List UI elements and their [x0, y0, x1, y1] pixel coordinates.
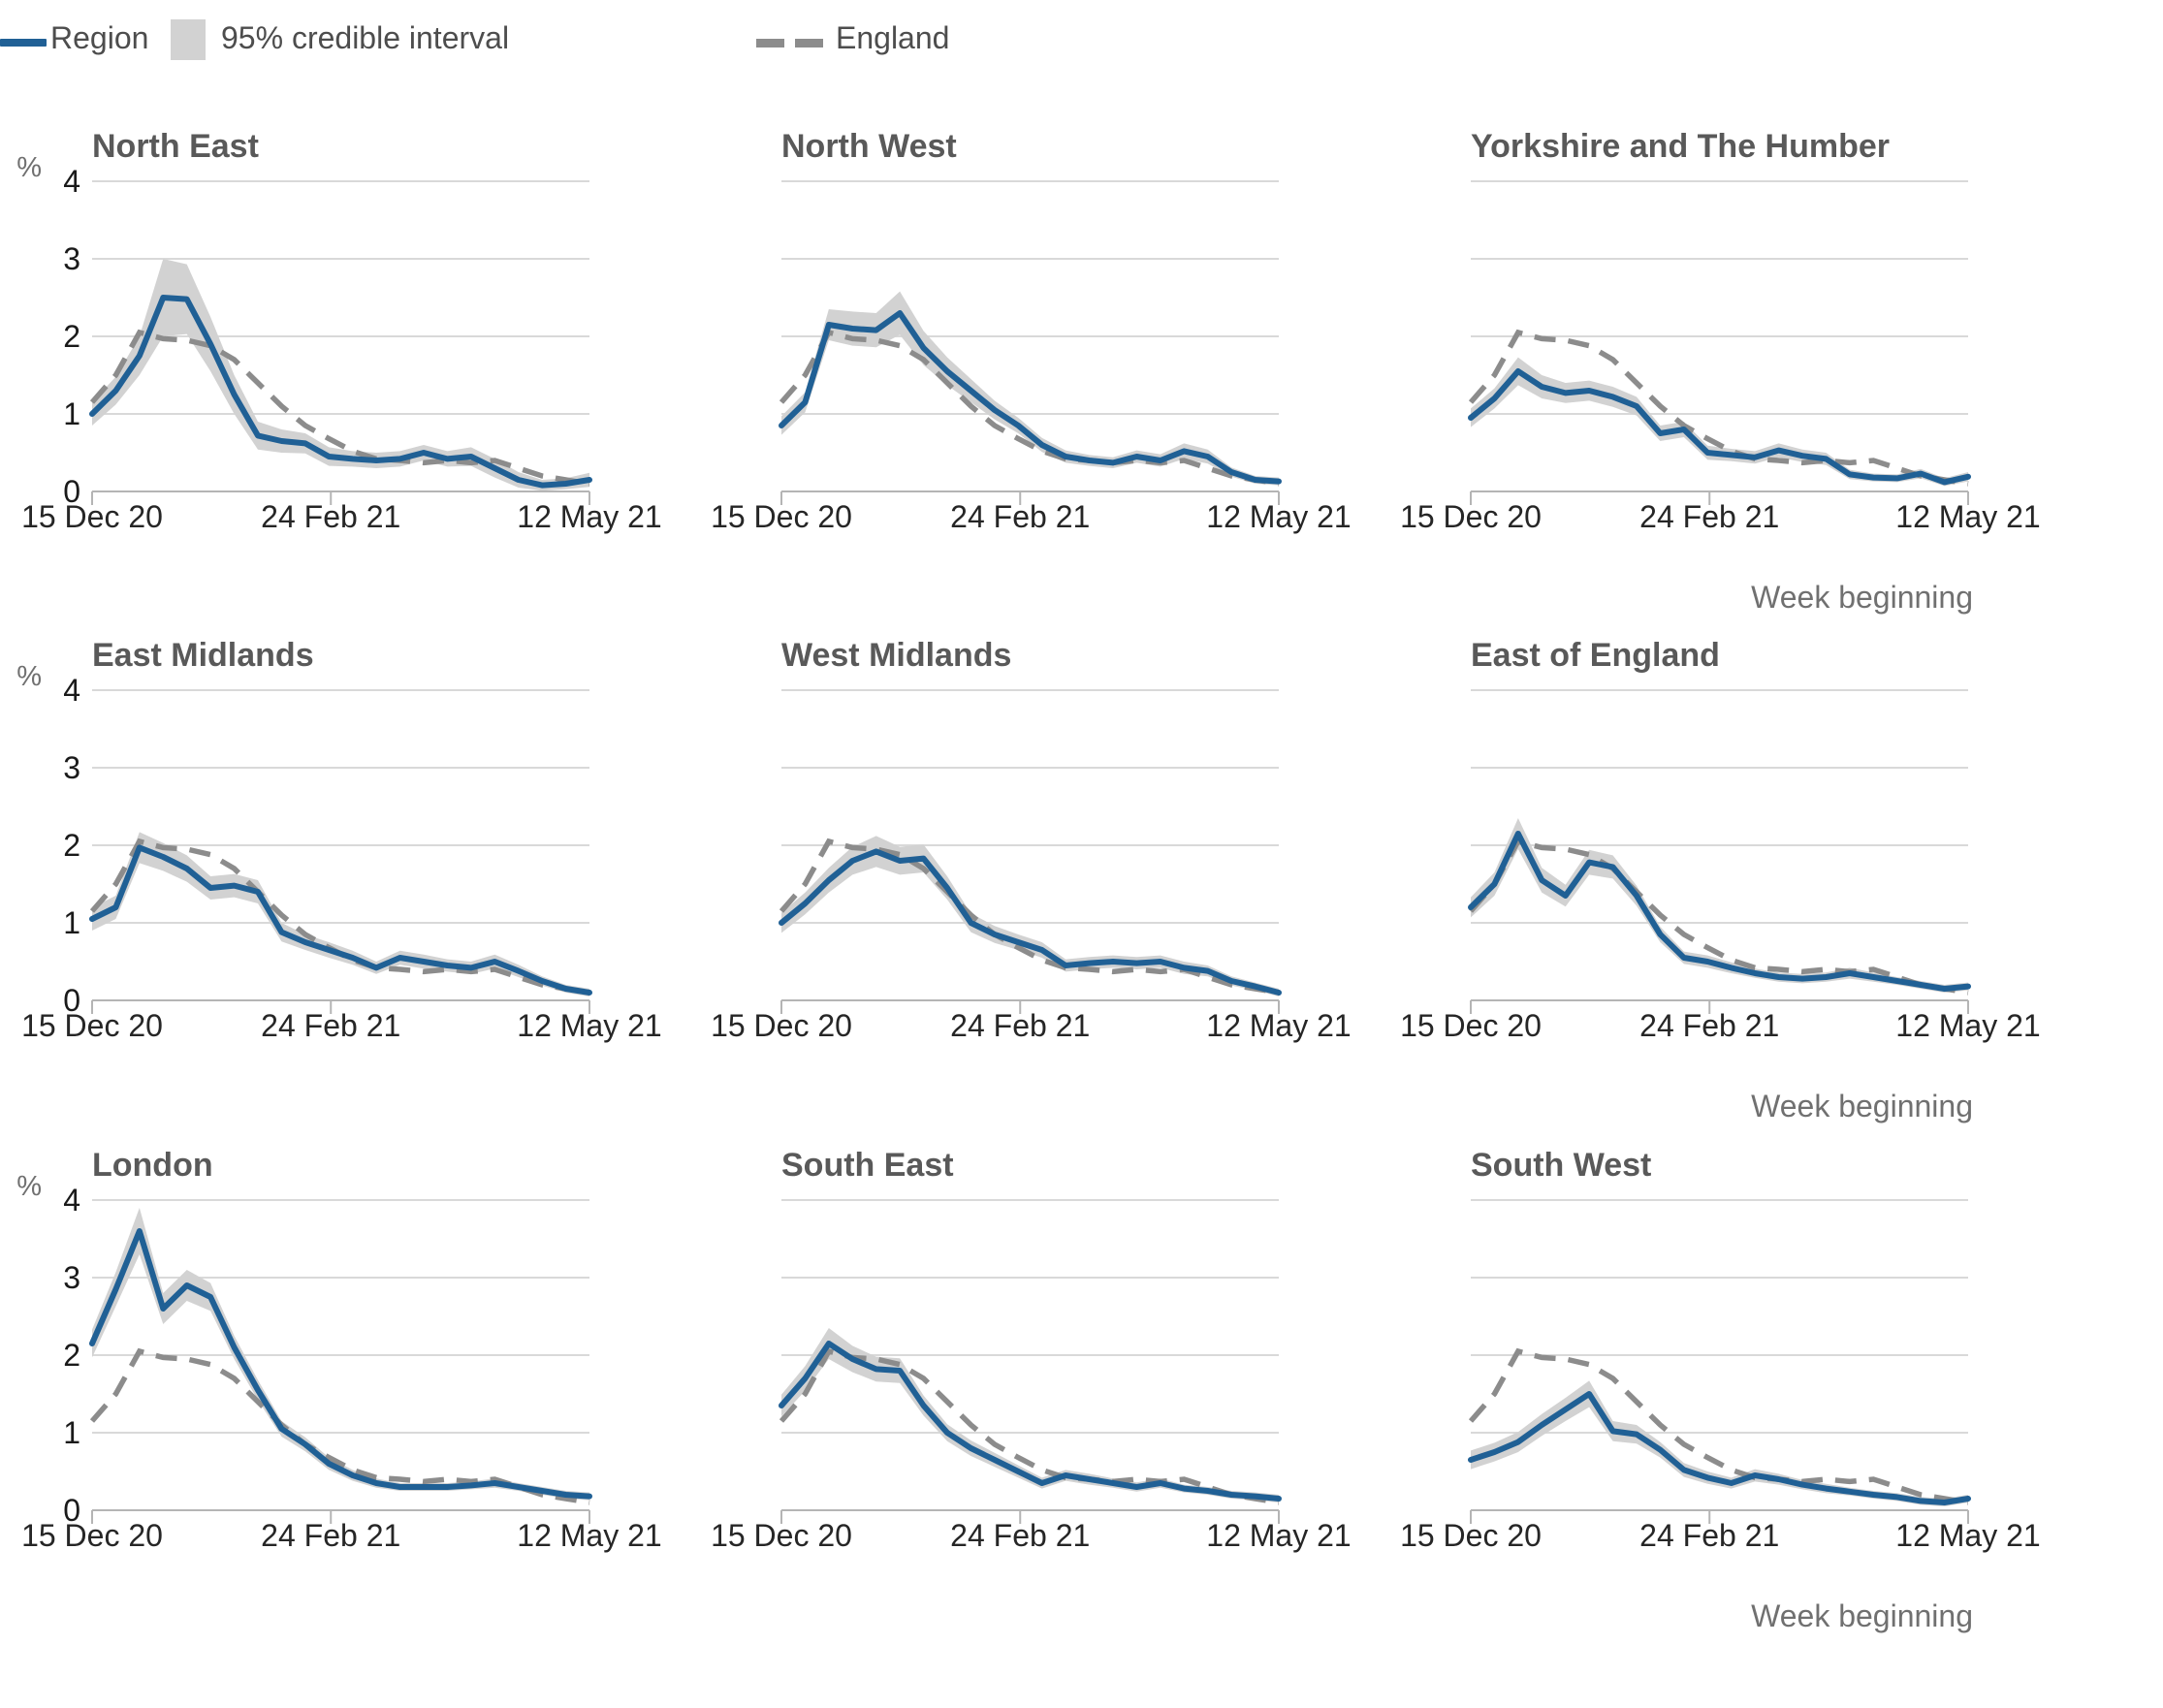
x-axis-tick-label: 12 May 21 [1206, 1518, 1352, 1553]
region-line [779, 848, 1282, 996]
plot-area [779, 1199, 1282, 1524]
y-axis-tick-label: 2 [63, 319, 80, 354]
y-axis-tick-label: 4 [63, 673, 80, 708]
x-axis-tick-label: 15 Dec 20 [1400, 499, 1542, 534]
england-line [1468, 1347, 1969, 1505]
chart-title: East Midlands [92, 637, 314, 674]
x-axis-tick-label: 24 Feb 21 [950, 499, 1091, 534]
y-axis-unit-label: % [16, 1171, 42, 1202]
x-axis-tick-label: 12 May 21 [1895, 1518, 2041, 1553]
x-axis-tick-label: 15 Dec 20 [21, 1008, 163, 1043]
x-axis-tick-label: 12 May 21 [1895, 499, 2041, 534]
x-axis-tick-label: 24 Feb 21 [950, 1008, 1091, 1043]
england-dash-swatch-icon [756, 39, 823, 47]
credible-interval-band [781, 836, 1279, 996]
y-axis-tick-label: 2 [63, 1338, 80, 1373]
x-axis-tick-label: 12 May 21 [1206, 1008, 1352, 1043]
england-line [89, 329, 590, 487]
legend-england-label: England [836, 20, 950, 55]
y-axis-tick-label: 1 [63, 1415, 80, 1450]
x-axis-tick-label: 15 Dec 20 [21, 499, 163, 534]
region-line [89, 295, 592, 489]
credible-interval-band [1471, 1380, 1968, 1506]
chart-title: Yorkshire and The Humber [1471, 128, 1891, 165]
credible-interval-band [781, 291, 1279, 486]
y-axis-unit-label: % [16, 152, 42, 183]
y-axis-tick-label: 3 [63, 241, 80, 276]
plot-area [89, 1199, 592, 1524]
y-axis-tick-label: 2 [63, 828, 80, 863]
region-line [1468, 831, 1971, 992]
chart-title: East of England [1471, 637, 1720, 674]
region-line [89, 1228, 592, 1500]
england-line [779, 329, 1280, 487]
region-line [89, 844, 592, 996]
england-line [1468, 838, 1969, 996]
y-axis-tick-label: 0 [63, 983, 80, 1018]
chart-title: South East [781, 1147, 954, 1184]
england-line [779, 1347, 1280, 1505]
region-line [779, 310, 1282, 485]
y-axis-tick-label: 0 [63, 474, 80, 509]
x-axis-tick-label: 12 May 21 [517, 499, 662, 534]
x-axis-tick-label: 15 Dec 20 [711, 1518, 852, 1553]
x-axis-tick-label: 24 Feb 21 [1639, 1008, 1780, 1043]
x-axis-title: Week beginning [1751, 1598, 1973, 1633]
y-axis-unit-label: % [16, 661, 42, 692]
x-axis-tick-label: 12 May 21 [517, 1008, 662, 1043]
legend: Region 95% credible interval England [0, 0, 2163, 78]
credible-interval-band [92, 1208, 589, 1501]
plot-area [779, 180, 1282, 505]
x-axis-tick-label: 12 May 21 [1895, 1008, 2041, 1043]
credible-interval-band [1471, 357, 1968, 487]
plot-area [89, 180, 592, 505]
x-axis-tick-label: 24 Feb 21 [1639, 499, 1780, 534]
england-line [89, 1347, 590, 1505]
x-axis-title: Week beginning [1751, 1089, 1973, 1123]
y-axis-tick-label: 3 [63, 750, 80, 785]
x-axis-tick-label: 15 Dec 20 [21, 1518, 163, 1553]
chart-title: North East [92, 128, 259, 165]
legend-region-label: Region [50, 20, 149, 55]
legend-ci-label: 95% credible interval [221, 20, 510, 55]
x-axis-title: Week beginning [1751, 580, 1973, 615]
x-axis-tick-label: 15 Dec 20 [711, 1008, 852, 1043]
plot-area [1468, 1199, 1971, 1524]
y-axis-tick-label: 4 [63, 1183, 80, 1218]
chart-title: North West [781, 128, 957, 165]
region-line-swatch-icon [0, 39, 47, 47]
region-line [779, 1341, 1282, 1502]
chart-title: South West [1471, 1147, 1652, 1184]
plot-area [1468, 180, 1971, 505]
plot-area [779, 689, 1282, 1014]
x-axis-tick-label: 15 Dec 20 [711, 499, 852, 534]
x-axis-tick-label: 12 May 21 [517, 1518, 662, 1553]
y-axis-tick-label: 3 [63, 1260, 80, 1295]
x-axis-tick-label: 24 Feb 21 [261, 1518, 401, 1553]
y-axis-tick-label: 0 [63, 1493, 80, 1528]
chart-title: London [92, 1147, 213, 1184]
region-line [1468, 368, 1971, 486]
x-axis-tick-label: 24 Feb 21 [950, 1518, 1091, 1553]
plot-area [1468, 689, 1971, 1014]
plot-area [89, 689, 592, 1014]
x-axis-tick-label: 15 Dec 20 [1400, 1518, 1542, 1553]
region-line [1468, 1391, 1971, 1505]
y-axis-tick-label: 4 [63, 164, 80, 199]
x-axis-tick-label: 12 May 21 [1206, 499, 1352, 534]
england-line [779, 838, 1280, 996]
y-axis-tick-label: 1 [63, 905, 80, 940]
x-axis-tick-label: 24 Feb 21 [261, 1008, 401, 1043]
england-line [1468, 329, 1969, 487]
x-axis-tick-label: 24 Feb 21 [261, 499, 401, 534]
credible-interval-band [781, 1328, 1279, 1502]
x-axis-tick-label: 15 Dec 20 [1400, 1008, 1542, 1043]
y-axis-tick-label: 1 [63, 396, 80, 431]
chart-title: West Midlands [781, 637, 1012, 674]
credible-interval-swatch-icon [171, 19, 206, 60]
x-axis-tick-label: 24 Feb 21 [1639, 1518, 1780, 1553]
